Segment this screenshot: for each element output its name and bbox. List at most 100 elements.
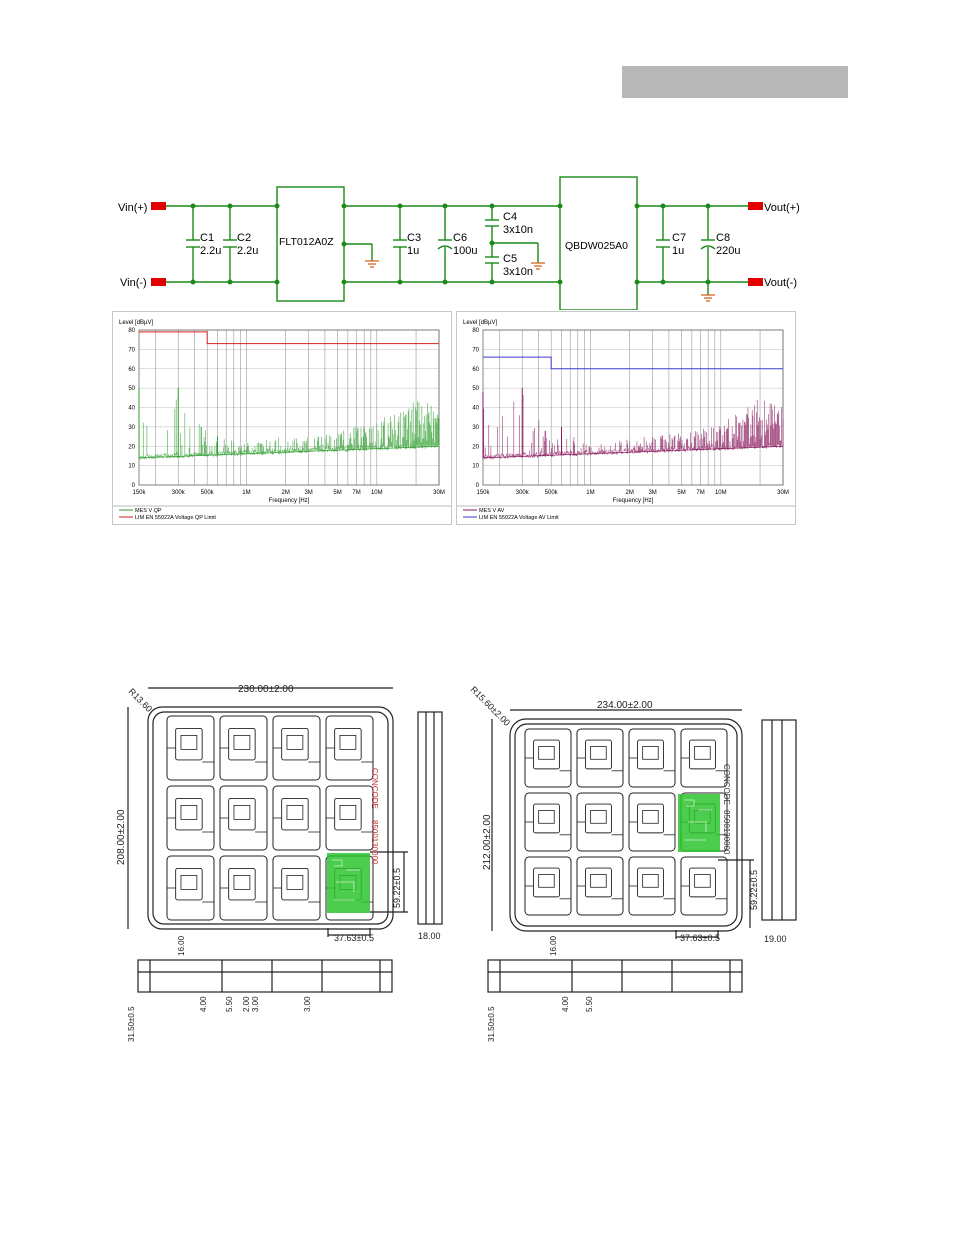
tray-right-height: 212.00±2.00 [482,814,493,870]
c2-name: C2 [237,232,251,244]
c8-value: 220u [716,245,740,257]
header-bar [622,66,848,98]
y-tick-label: 80 [472,328,479,334]
legend-label: LIM EN 55022A Voltage QP Limit [135,515,216,521]
x-tick-label: 150k [132,490,146,496]
legend-label: MES V QP [135,508,162,514]
tray-pocket [524,792,572,852]
tray-right-label-2: 8500130000 [722,810,731,855]
c2-value: 2.2u [237,245,258,257]
x-tick-label: 10M [371,490,383,496]
tray-pocket [680,856,728,916]
x-tick-label: 2M [281,490,289,496]
tray-left-highlighted-pocket [327,853,370,913]
limit-line [139,331,439,345]
tray-left-pocket-width: 37.63±0.5 [334,933,374,943]
tray-right-dim-5: 5.50 [585,996,594,1012]
tray-right-highlighted-pocket [678,794,720,852]
tray-pocket [166,785,215,851]
tray-left-dim-3a: 3.00 [251,996,260,1012]
legend-label: MES V AV [479,508,505,514]
y-tick-label: 60 [128,367,135,373]
qp-emission-chart: Level [dBµV] 0 10 20 30 40 50 60 70 80 150k 300k 500… [113,320,451,521]
tray-pocket [680,728,728,788]
tray-right-dim-31: 31.50±0.5 [487,1006,496,1042]
tray-right-pocket-height: 59.22±0.5 [749,870,759,910]
tray-left-dim-2: 2.00 [242,996,251,1012]
av-emission-chart-panel: Level [dBµV] 0 10 20 30 40 50 60 70 80 150k 300k 500… [456,311,796,525]
vout-neg-label: Vout(-) [764,277,797,289]
y-tick-label: 0 [476,483,480,489]
y-tick-label: 80 [128,328,135,334]
x-tick-label: 5M [333,490,341,496]
x-axis-label: Frequency [Hz] [613,498,654,504]
y-tick-label: 40 [472,406,479,412]
x-tick-label: 1M [242,490,250,496]
measurement-baseline [138,445,440,459]
tray-left-width: 230.00±2.00 [238,684,294,695]
y-tick-label: 20 [128,444,135,450]
tray-left-pocket-height: 59.22±0.5 [392,868,402,908]
y-tick-label: 70 [472,347,479,353]
tray-right-side-depth: 19.00 [764,934,787,944]
tray-left-dim-3b: 3.00 [303,996,312,1012]
c3-value: 1u [407,245,419,257]
tray-left-side-depth: 18.00 [418,931,441,941]
measurement-baseline [482,445,784,459]
tray-right-pockets [524,728,728,916]
c4-name: C4 [503,211,517,223]
c7-value: 1u [672,245,684,257]
tray-drawings: 230.00±2.00 R13.60 208.00±2.00 37.63±0.5… [116,684,797,1042]
tray-left-dim-31: 31.50±0.5 [127,1006,136,1042]
c1-name: C1 [200,232,214,244]
c6-value: 100u [453,245,477,257]
flt-module-label: FLT012A0Z [279,236,334,248]
tray-right-width: 234.00±2.00 [597,700,653,711]
tray-pocket [628,856,676,916]
x-tick-label: 500k [201,490,215,496]
tray-left-dim-16: 16.00 [177,935,186,956]
x-tick-label: 1M [586,490,594,496]
measurement-series [138,388,440,460]
tray-pocket [272,855,321,921]
tray-pocket [272,785,321,851]
tray-pocket [325,785,374,851]
c5-name: C5 [503,253,517,265]
y-tick-label: 40 [128,406,135,412]
x-axis-label: Frequency [Hz] [269,498,310,504]
tray-left-outline [127,687,443,993]
x-tick-label: 5M [677,490,685,496]
tray-pocket [628,792,676,852]
vout-pos-label: Vout(+) [764,202,800,214]
tray-pocket [524,728,572,788]
tray-pocket [219,785,268,851]
tray-right-radius: R15.60±2.00 [469,684,512,727]
y-axis-label: Level [dBµV] [463,320,497,326]
tray-pocket [219,715,268,781]
tray-pocket [576,728,624,788]
vin-pos-label: Vin(+) [118,202,147,214]
qbdw-module-label: QBDW025A0 [565,240,628,252]
x-tick-label: 30M [777,490,789,496]
tray-left-dim-5: 5.50 [225,996,234,1012]
tray-right-dim-16: 16.00 [549,935,558,956]
tray-left-label-2: 8500130000 [370,820,379,865]
x-tick-label: 7M [352,490,360,496]
x-tick-label: 300k [516,490,530,496]
tray-pocket [272,715,321,781]
x-tick-label: 300k [172,490,186,496]
x-tick-label: 7M [696,490,704,496]
tray-right-dim-4: 4.00 [561,996,570,1012]
tray-pocket [628,728,676,788]
x-tick-label: 2M [625,490,633,496]
tray-left-radius: R13.60 [127,686,155,714]
tray-pocket [325,715,374,781]
c8-name: C8 [716,232,730,244]
tray-left-height: 208.00±2.00 [116,809,127,865]
tray-pocket [524,856,572,916]
tray-pocket [166,715,215,781]
x-tick-label: 500k [545,490,559,496]
tray-right-label-1: CONCODE [722,764,731,805]
c7-name: C7 [672,232,686,244]
limit-line [483,356,783,370]
